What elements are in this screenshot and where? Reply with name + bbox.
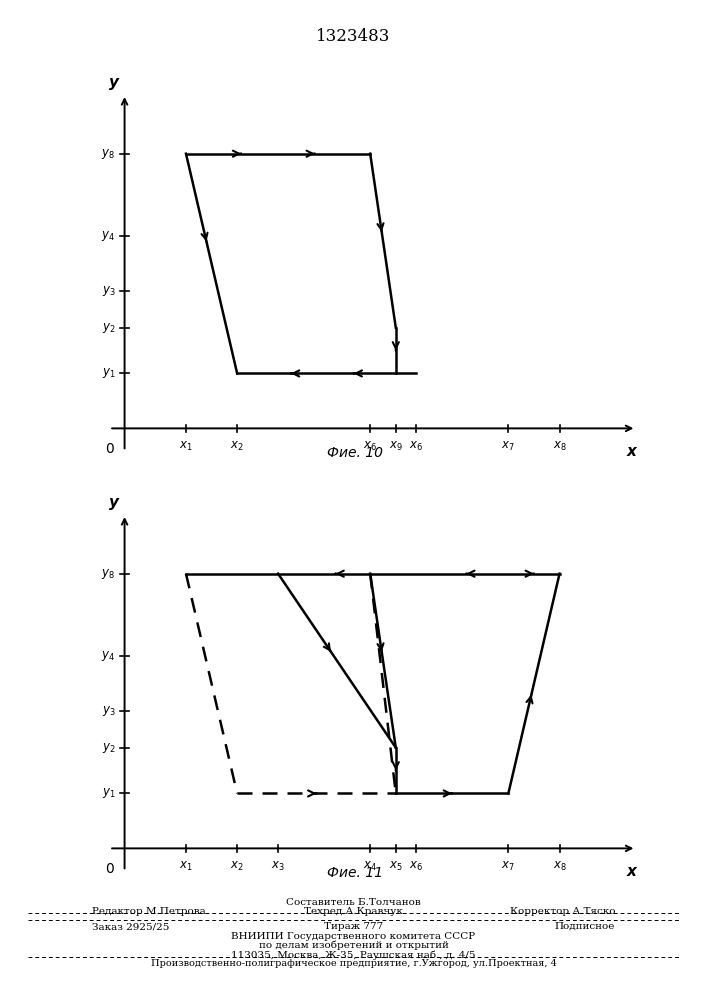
Text: $y_3$: $y_3$ xyxy=(102,284,115,298)
Text: $x_6$: $x_6$ xyxy=(409,860,423,873)
Text: по делам изобретений и открытий: по делам изобретений и открытий xyxy=(259,941,448,950)
Text: $x_7$: $x_7$ xyxy=(501,440,515,453)
Text: $y_8$: $y_8$ xyxy=(102,567,115,581)
Text: Заказ 2925/25: Заказ 2925/25 xyxy=(92,922,169,931)
Text: 0: 0 xyxy=(105,862,114,876)
Text: $x_9$: $x_9$ xyxy=(389,440,403,453)
Text: $y_4$: $y_4$ xyxy=(101,649,115,663)
Text: Составитель Б.Толчанов: Составитель Б.Толчанов xyxy=(286,898,421,907)
Text: ВНИИПИ Государственного комитета СССР: ВНИИПИ Государственного комитета СССР xyxy=(231,932,476,941)
Text: Производственно-полиграфическое предприятие, г.Ужгород, ул.Проектная, 4: Производственно-полиграфическое предприя… xyxy=(151,959,556,968)
Text: $x_6$: $x_6$ xyxy=(409,440,423,453)
Text: $y_1$: $y_1$ xyxy=(102,366,115,380)
Text: Тираж 777: Тираж 777 xyxy=(324,922,383,931)
Text: $y_4$: $y_4$ xyxy=(101,229,115,243)
Text: 0: 0 xyxy=(105,442,114,456)
Text: Корректор А.Тяско: Корректор А.Тяско xyxy=(510,907,615,916)
Text: 113035, Москва, Ж-35, Раушская наб., д. 4/5: 113035, Москва, Ж-35, Раушская наб., д. … xyxy=(231,950,476,960)
Text: $x_8$: $x_8$ xyxy=(553,440,566,453)
Text: Подписное: Подписное xyxy=(555,922,615,931)
Text: $x_2$: $x_2$ xyxy=(230,440,244,453)
Text: $y_2$: $y_2$ xyxy=(102,321,115,335)
Text: Фие. 11: Фие. 11 xyxy=(327,866,383,880)
Text: $x_5$: $x_5$ xyxy=(389,860,403,873)
Text: $x_1$: $x_1$ xyxy=(179,860,193,873)
Text: $y_2$: $y_2$ xyxy=(102,741,115,755)
Text: $y_8$: $y_8$ xyxy=(102,147,115,161)
Text: Редактор М.Петрова: Редактор М.Петрова xyxy=(92,907,206,916)
Text: x: x xyxy=(626,864,636,879)
Text: $x_7$: $x_7$ xyxy=(501,860,515,873)
Text: x: x xyxy=(626,444,636,459)
Text: $x_3$: $x_3$ xyxy=(271,860,285,873)
Text: Фие. 10: Фие. 10 xyxy=(327,446,383,460)
Text: y: y xyxy=(110,495,119,510)
Text: $y_1$: $y_1$ xyxy=(102,786,115,800)
Text: $x_6$: $x_6$ xyxy=(363,440,378,453)
Text: 1323483: 1323483 xyxy=(316,28,391,45)
Text: y: y xyxy=(110,75,119,90)
Text: $x_1$: $x_1$ xyxy=(179,440,193,453)
Text: $x_2$: $x_2$ xyxy=(230,860,244,873)
Text: $y_3$: $y_3$ xyxy=(102,704,115,718)
Text: Техред А.Кравчук: Техред А.Кравчук xyxy=(304,907,403,916)
Text: $x_8$: $x_8$ xyxy=(553,860,566,873)
Text: $x_4$: $x_4$ xyxy=(363,860,378,873)
